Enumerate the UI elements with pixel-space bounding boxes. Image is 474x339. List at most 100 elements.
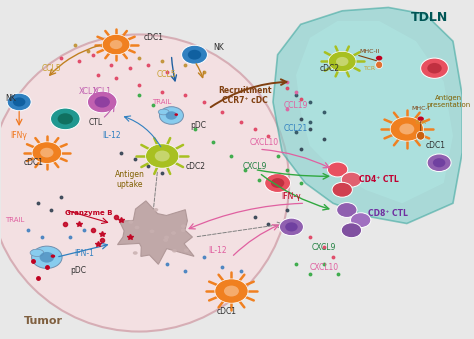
Circle shape <box>154 208 158 212</box>
Circle shape <box>390 117 423 141</box>
Circle shape <box>184 248 189 252</box>
Circle shape <box>328 51 356 72</box>
Text: Antigen
presentation: Antigen presentation <box>426 96 471 108</box>
Text: NK: NK <box>5 94 16 103</box>
Circle shape <box>182 45 208 64</box>
Text: Antigen
uptake: Antigen uptake <box>115 170 145 189</box>
Circle shape <box>181 228 186 232</box>
Text: TDLN: TDLN <box>411 11 448 24</box>
Circle shape <box>341 223 362 238</box>
Polygon shape <box>118 201 194 264</box>
Text: cDC2: cDC2 <box>185 162 205 171</box>
Circle shape <box>420 58 448 78</box>
Circle shape <box>94 96 110 107</box>
Circle shape <box>51 108 80 129</box>
Text: cDC1: cDC1 <box>425 141 445 151</box>
Text: TRAIL: TRAIL <box>153 99 172 105</box>
Circle shape <box>13 97 26 106</box>
Circle shape <box>51 255 55 258</box>
Circle shape <box>427 154 451 172</box>
Circle shape <box>128 220 133 224</box>
Circle shape <box>174 113 178 116</box>
Text: CXCL10: CXCL10 <box>249 138 278 147</box>
Circle shape <box>341 172 362 187</box>
Text: XCL1: XCL1 <box>79 87 98 96</box>
Circle shape <box>133 251 137 255</box>
Circle shape <box>164 236 169 239</box>
Circle shape <box>376 56 383 60</box>
Circle shape <box>271 178 284 188</box>
Text: IL-12: IL-12 <box>208 246 227 255</box>
Ellipse shape <box>0 35 289 332</box>
Text: CTL: CTL <box>88 118 102 127</box>
Text: CD8⁺ CTL: CD8⁺ CTL <box>368 209 408 218</box>
Circle shape <box>32 142 62 163</box>
Circle shape <box>350 213 371 227</box>
Circle shape <box>328 162 348 177</box>
Text: NK: NK <box>213 43 224 53</box>
Ellipse shape <box>30 249 44 256</box>
Text: cDC1: cDC1 <box>24 158 44 167</box>
Circle shape <box>58 113 73 124</box>
Circle shape <box>280 218 303 236</box>
Circle shape <box>285 222 298 232</box>
Circle shape <box>110 40 122 49</box>
Circle shape <box>155 151 170 161</box>
Circle shape <box>337 203 357 217</box>
Circle shape <box>88 91 117 113</box>
Circle shape <box>188 50 201 60</box>
Text: Tumor: Tumor <box>24 316 63 326</box>
Text: TRAIL: TRAIL <box>5 217 24 223</box>
Circle shape <box>428 63 442 74</box>
Circle shape <box>332 182 352 197</box>
Ellipse shape <box>417 131 425 140</box>
Text: pDC: pDC <box>70 266 86 275</box>
Text: CCL21: CCL21 <box>284 124 308 134</box>
Text: IFN-1: IFN-1 <box>74 250 94 258</box>
Text: CXCL9: CXCL9 <box>242 162 267 171</box>
Circle shape <box>135 226 139 229</box>
Circle shape <box>181 224 186 228</box>
Circle shape <box>146 144 179 168</box>
Circle shape <box>166 111 177 120</box>
Text: CCL19: CCL19 <box>284 101 308 110</box>
Circle shape <box>172 249 177 253</box>
Circle shape <box>433 158 446 167</box>
Text: CCL5: CCL5 <box>42 64 61 73</box>
Circle shape <box>264 174 291 193</box>
Text: IFNγ: IFNγ <box>11 131 27 140</box>
Polygon shape <box>273 7 462 223</box>
Circle shape <box>102 35 130 55</box>
Circle shape <box>418 117 424 121</box>
Text: CCL5: CCL5 <box>157 71 177 79</box>
Text: CXCL9: CXCL9 <box>311 243 336 252</box>
Polygon shape <box>296 21 453 203</box>
Text: Granzyme B: Granzyme B <box>64 211 112 216</box>
Circle shape <box>171 231 176 235</box>
Text: CD4⁺ CTL: CD4⁺ CTL <box>359 175 399 184</box>
Circle shape <box>336 57 348 66</box>
Circle shape <box>159 107 183 124</box>
Text: XCL1: XCL1 <box>93 87 112 96</box>
Circle shape <box>39 252 54 263</box>
Text: IL-12: IL-12 <box>102 131 121 140</box>
Text: cDC2: cDC2 <box>319 64 339 73</box>
Circle shape <box>150 230 155 233</box>
Text: TCR: TCR <box>364 66 376 71</box>
Circle shape <box>40 148 54 158</box>
Text: CXCL10: CXCL10 <box>309 263 338 272</box>
Text: pDC: pDC <box>190 121 206 130</box>
Text: TCR: TCR <box>415 120 427 125</box>
Text: Recruitment
CCR7⁺ cDC: Recruitment CCR7⁺ cDC <box>219 85 272 105</box>
Ellipse shape <box>158 109 169 115</box>
Circle shape <box>215 279 248 303</box>
Circle shape <box>163 238 168 242</box>
Text: IFN-γ: IFN-γ <box>282 192 301 201</box>
Circle shape <box>32 246 62 268</box>
Text: cDC1: cDC1 <box>144 33 164 42</box>
Circle shape <box>224 285 239 297</box>
Circle shape <box>399 123 414 135</box>
Circle shape <box>7 93 31 111</box>
Text: cDC1: cDC1 <box>217 307 237 316</box>
Ellipse shape <box>376 61 383 68</box>
